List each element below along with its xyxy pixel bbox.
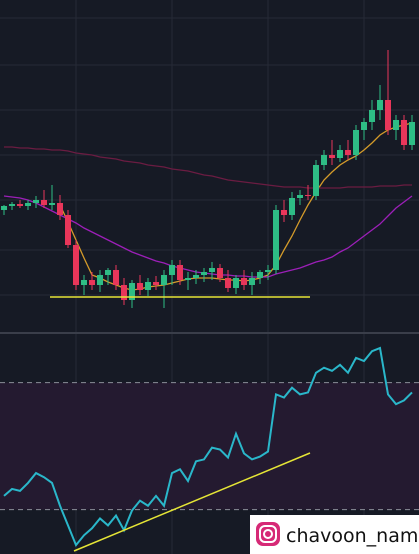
candle-body bbox=[17, 204, 23, 206]
candle-body bbox=[313, 165, 319, 196]
candle-body bbox=[337, 150, 343, 158]
candle-body bbox=[1, 206, 7, 210]
candle-body bbox=[377, 100, 383, 110]
candle-body bbox=[201, 272, 207, 275]
candle-body bbox=[297, 195, 303, 198]
candle-body bbox=[41, 200, 47, 205]
candle-body bbox=[209, 268, 215, 272]
candle-body bbox=[393, 120, 399, 130]
candle-body bbox=[281, 210, 287, 215]
moving-average bbox=[3, 195, 413, 278]
candle-body bbox=[113, 270, 119, 285]
candle-body bbox=[49, 203, 55, 205]
candle-body bbox=[137, 283, 143, 290]
moving-average bbox=[59, 122, 413, 291]
candle-body bbox=[401, 120, 407, 145]
candle-body bbox=[65, 215, 71, 245]
candle-body bbox=[177, 265, 183, 280]
rsi-line bbox=[3, 346, 413, 548]
moving-average bbox=[4, 146, 412, 189]
candle-body bbox=[129, 283, 135, 300]
candle-body bbox=[217, 268, 223, 278]
candle-body bbox=[329, 155, 335, 158]
candle-body bbox=[249, 278, 255, 285]
instagram-icon-lens bbox=[263, 529, 273, 539]
instagram-icon-frame bbox=[259, 525, 277, 543]
candle-body bbox=[305, 195, 311, 196]
candle-body bbox=[73, 245, 79, 285]
candle-body bbox=[241, 278, 247, 285]
candle-body bbox=[353, 130, 359, 155]
candle-body bbox=[185, 278, 191, 280]
candle-body bbox=[361, 122, 367, 130]
candle-body bbox=[169, 265, 175, 275]
candle-body bbox=[193, 275, 199, 278]
candle-body bbox=[233, 278, 239, 288]
candle-body bbox=[273, 210, 279, 270]
candle-body bbox=[33, 200, 39, 203]
trend-line bbox=[73, 452, 311, 552]
candle-body bbox=[265, 270, 271, 272]
candle-body bbox=[321, 155, 327, 165]
candle-body bbox=[81, 280, 87, 285]
candle-body bbox=[257, 272, 263, 278]
candle-body bbox=[89, 280, 95, 285]
candle-body bbox=[161, 275, 167, 285]
candle-body bbox=[9, 204, 15, 206]
candle-body bbox=[25, 203, 31, 206]
watermark-text: chavoon_nam bbox=[286, 525, 418, 547]
candle-body bbox=[153, 282, 159, 285]
candle-body bbox=[105, 270, 111, 275]
candle-body bbox=[385, 100, 391, 130]
level-band bbox=[0, 382, 419, 510]
candle-body bbox=[409, 122, 415, 145]
watermark: chavoon_nam bbox=[250, 515, 419, 554]
candle-body bbox=[345, 150, 351, 155]
candle-body bbox=[225, 278, 231, 288]
candle-body bbox=[121, 285, 127, 300]
candle-body bbox=[97, 275, 103, 285]
candle-body bbox=[289, 198, 295, 215]
candle-body bbox=[369, 110, 375, 122]
plot bbox=[0, 50, 419, 548]
candle-body bbox=[145, 282, 151, 290]
candle-body bbox=[57, 203, 63, 215]
